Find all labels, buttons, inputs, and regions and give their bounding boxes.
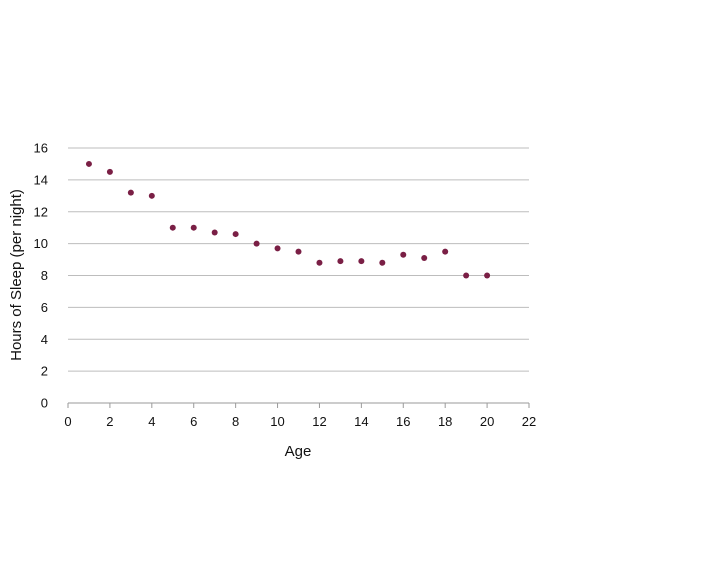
data-point xyxy=(421,254,428,261)
x-tick-label: 22 xyxy=(522,414,536,429)
x-tick-label: 14 xyxy=(354,414,368,429)
x-tick-labels: 0 2 4 6 8 10 12 14 16 18 20 22 xyxy=(64,414,536,429)
data-points xyxy=(85,160,491,279)
y-tick-label: 16 xyxy=(34,141,48,156)
gridlines xyxy=(68,147,529,372)
data-point xyxy=(253,240,260,247)
y-tick-label: 2 xyxy=(41,364,48,379)
data-point xyxy=(232,231,239,238)
data-point xyxy=(190,224,197,231)
data-point xyxy=(169,224,176,231)
y-tick-label: 8 xyxy=(41,268,48,283)
data-point xyxy=(400,251,407,258)
x-tick-label: 16 xyxy=(396,414,410,429)
x-tick-label: 4 xyxy=(148,414,155,429)
data-point xyxy=(85,160,92,167)
x-tick-label: 10 xyxy=(270,414,284,429)
data-point xyxy=(358,258,365,265)
y-tick-label: 6 xyxy=(41,300,48,315)
y-tick-label: 0 xyxy=(41,396,48,411)
x-tick-label: 0 xyxy=(64,414,71,429)
data-point xyxy=(379,259,386,266)
y-tick-labels: 0 2 4 6 8 10 12 14 16 xyxy=(34,141,48,411)
data-point xyxy=(106,168,113,175)
data-point xyxy=(337,258,344,265)
data-point xyxy=(463,272,470,279)
data-point xyxy=(211,229,218,236)
x-tick-label: 20 xyxy=(480,414,494,429)
data-point xyxy=(295,248,302,255)
y-tick-label: 10 xyxy=(34,236,48,251)
axes xyxy=(67,402,530,408)
x-tick-label: 12 xyxy=(312,414,326,429)
data-point xyxy=(316,259,323,266)
y-axis-title: Hours of Sleep (per night) xyxy=(8,189,25,361)
y-tick-label: 4 xyxy=(41,332,48,347)
x-tick-label: 18 xyxy=(438,414,452,429)
x-tick-label: 8 xyxy=(232,414,239,429)
data-point xyxy=(274,245,281,252)
x-axis-title: Age xyxy=(285,443,312,460)
y-tick-label: 12 xyxy=(34,204,48,219)
data-point xyxy=(484,272,491,279)
x-tick-label: 2 xyxy=(106,414,113,429)
data-point xyxy=(148,192,155,199)
y-tick-label: 14 xyxy=(34,172,48,187)
data-point xyxy=(127,189,134,196)
x-tick-label: 6 xyxy=(190,414,197,429)
data-point xyxy=(442,248,449,255)
